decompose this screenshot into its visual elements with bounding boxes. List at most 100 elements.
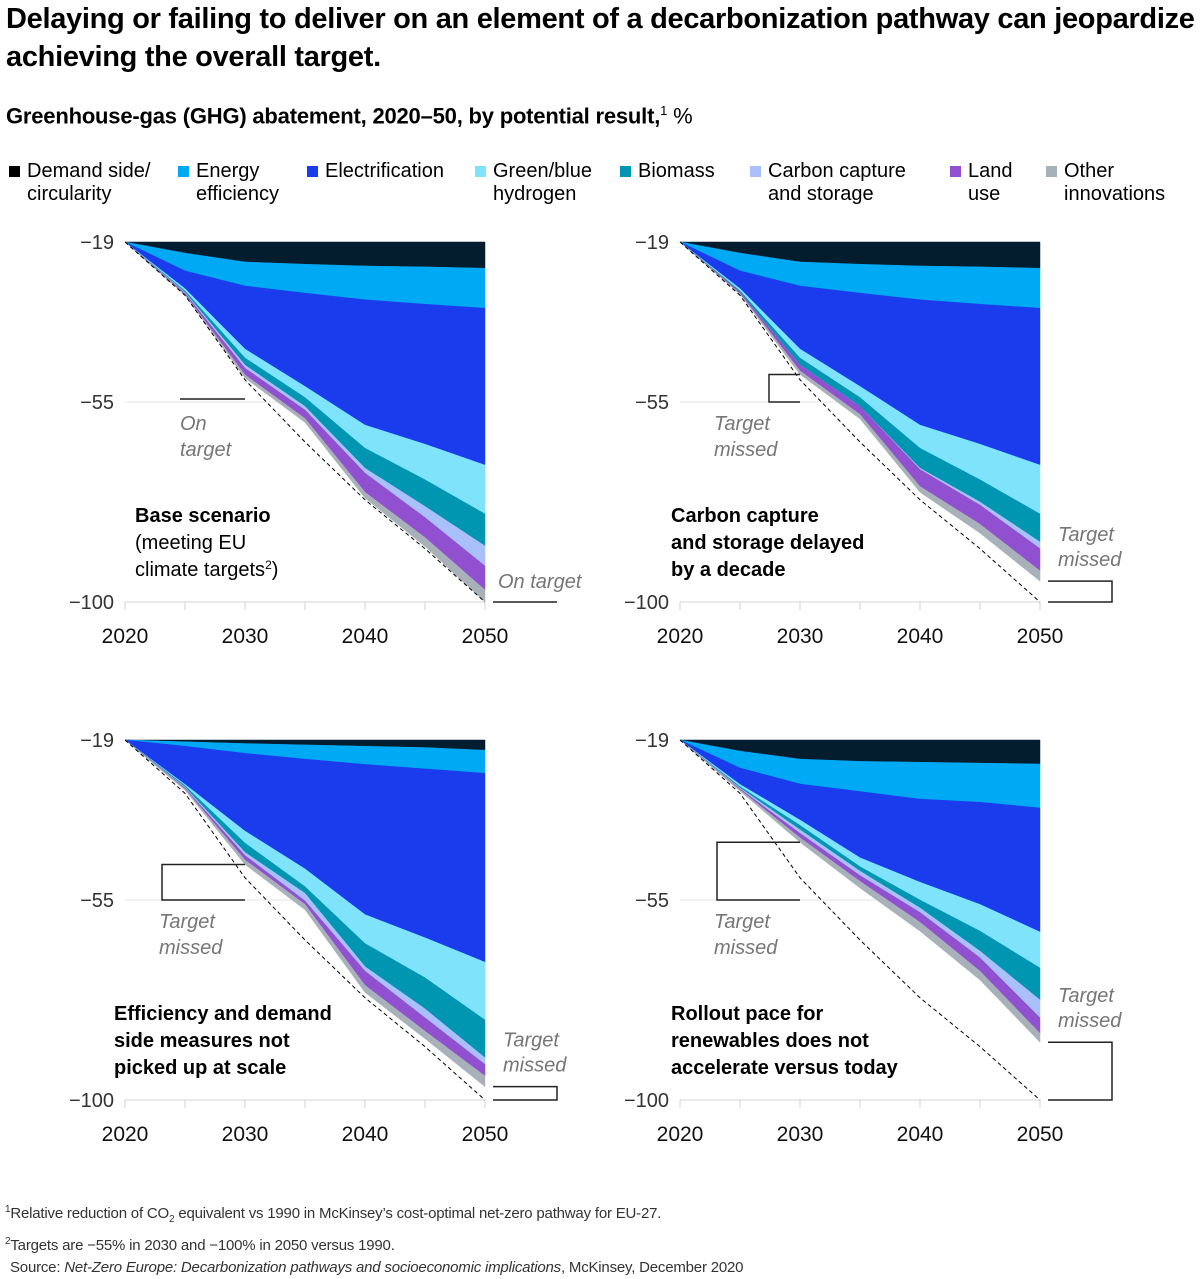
footnotes: 1Relative reduction of CO2 equivalent vs…	[5, 1199, 743, 1279]
scenario-title: renewables does not	[671, 1030, 869, 1052]
chart-base-scenario: −19 −55 −100 2020 2030 2040 2050 On target On tar…	[69, 232, 583, 648]
y-tick-label: −55	[80, 392, 114, 414]
y-tick-label: −19	[635, 232, 669, 254]
chart-subtitle: Greenhouse-gas (GHG) abatement, 2020–50,…	[6, 103, 693, 129]
gap-bracket-2030	[161, 863, 245, 901]
panel-renewables-rollout: −19 −55 −100 2020 2030 2040 2050 Target missed Ta…	[555, 718, 1122, 1158]
gap-bracket-2030	[768, 373, 800, 403]
scenario-title: accelerate versus today	[671, 1057, 899, 1079]
annotation-2030: missed	[714, 439, 778, 461]
area-other-innovations	[679, 739, 1041, 1043]
annotation-2030: Target	[159, 911, 216, 933]
y-tick-label: −100	[69, 592, 114, 614]
gap-bracket-2030	[716, 841, 800, 901]
legend-swatch-hydrogen	[475, 166, 486, 177]
scenario-title: Rollout pace for	[671, 1003, 823, 1025]
x-tick-label: 2030	[777, 625, 824, 648]
legend-label: Electrification	[325, 160, 444, 182]
legend-item-ccs: Carbon capture and storage	[750, 160, 906, 206]
scenario-note: climate targets2)	[135, 558, 278, 581]
subtitle-footnote-ref: 1	[660, 103, 668, 118]
x-tick-label: 2030	[222, 1123, 269, 1146]
scenario-title: picked up at scale	[114, 1057, 286, 1079]
y-tick-label: −100	[624, 1090, 669, 1112]
legend-swatch-demand-side	[9, 166, 20, 177]
legend-item-energy-efficiency: Energy efficiency	[178, 160, 279, 206]
annotation-2050: Target	[1058, 985, 1115, 1007]
legend-label: Demand side/ circularity	[27, 160, 151, 205]
area-other-innovations	[124, 739, 486, 1088]
source-title: Net-Zero Europe: Decarbonization pathway…	[64, 1259, 561, 1276]
y-tick-label: −19	[80, 232, 114, 254]
gap-bracket-2050	[1048, 580, 1113, 603]
annotation-2050: missed	[503, 1055, 567, 1077]
legend-swatch-land-use	[950, 166, 961, 177]
x-tick-label: 2050	[462, 1123, 509, 1146]
annotation-2050: missed	[1058, 1010, 1122, 1032]
legend-swatch-biomass	[620, 166, 631, 177]
scenario-note: (meeting EU	[135, 532, 246, 554]
gap-bracket-2050	[1048, 1041, 1113, 1101]
annotation-2030: Target	[714, 911, 771, 933]
y-tick-label: −100	[69, 1090, 114, 1112]
source-line: Source: Net-Zero Europe: Decarbonization…	[5, 1257, 743, 1279]
scenario-title: Base scenario	[135, 505, 271, 527]
legend-label: Green/blue hydrogen	[493, 160, 592, 205]
legend-item-other: Other innovations	[1046, 160, 1165, 206]
y-tick-label: −19	[80, 730, 114, 752]
legend-item-biomass: Biomass	[620, 160, 715, 183]
legend-label: Other innovations	[1064, 160, 1166, 205]
legend-swatch-electrification	[307, 166, 318, 177]
annotation-2050: Target	[1058, 524, 1115, 546]
annotation-2030: On	[180, 413, 207, 435]
target-pathway-line	[679, 739, 1041, 1101]
footnote-2-text: Targets are −55% in 2030 and −100% in 20…	[10, 1237, 395, 1254]
x-tick-label: 2030	[777, 1123, 824, 1146]
y-tick-label: −19	[635, 730, 669, 752]
annotation-2030: target	[180, 439, 233, 461]
x-tick-label: 2020	[657, 1123, 704, 1146]
footnote-1-text-b: equivalent vs 1990 in McKinsey’s cost-op…	[174, 1205, 662, 1222]
legend: Demand side/ circularity Energy efficien…	[0, 160, 1200, 210]
footnote-1-sub: 2	[169, 1214, 175, 1225]
x-tick-label: 2020	[657, 625, 704, 648]
target-pathway-line	[124, 241, 486, 603]
legend-swatch-other	[1046, 166, 1057, 177]
y-tick-label: −55	[80, 890, 114, 912]
chart-renewables-rollout: −19 −55 −100 2020 2030 2040 2050 Target missed Ta…	[624, 730, 1122, 1146]
y-tick-label: −55	[635, 890, 669, 912]
target-pathway-line	[679, 241, 1041, 603]
x-tick-label: 2050	[1017, 1123, 1064, 1146]
scenario-title: Efficiency and demand	[114, 1003, 332, 1025]
legend-label: Land use	[968, 160, 1013, 205]
footnote-1-ref: 1	[5, 1204, 11, 1215]
panel-efficiency-demand: −19 −55 −100 2020 2030 2040 2050 Target missed Ta…	[0, 718, 567, 1158]
x-tick-label: 2050	[462, 625, 509, 648]
panel-base-scenario: −19 −55 −100 2020 2030 2040 2050 On target On tar…	[0, 220, 583, 660]
scenario-title: side measures not	[114, 1030, 290, 1052]
target-pathway-line	[124, 739, 486, 1101]
footnote-1-text-a: Relative reduction of CO	[10, 1205, 169, 1222]
y-tick-label: −55	[635, 392, 669, 414]
chart-ccs-delayed: −19 −55 −100 2020 2030 2040 2050 Target missed Ta…	[624, 232, 1122, 648]
area-other-innovations	[124, 241, 486, 603]
scenario-title: by a decade	[671, 559, 786, 581]
subtitle-text: Greenhouse-gas (GHG) abatement, 2020–50,…	[6, 103, 661, 129]
x-tick-label: 2040	[897, 1123, 944, 1146]
panel-ccs-delayed: −19 −55 −100 2020 2030 2040 2050 Target missed Ta…	[555, 220, 1122, 660]
y-tick-label: −100	[624, 592, 669, 614]
legend-item-land-use: Land use	[950, 160, 1013, 206]
subtitle-unit: %	[673, 103, 693, 129]
annotation-2050: Target	[503, 1030, 560, 1052]
legend-label: Energy efficiency	[196, 160, 280, 205]
chart-title: Delaying or failing to deliver on an ele…	[6, 3, 1195, 73]
area-other-innovations	[679, 241, 1041, 582]
legend-item-electrification: Electrification	[307, 160, 444, 183]
scenario-title: Carbon capture	[671, 505, 819, 527]
source-label: Source:	[10, 1259, 65, 1276]
annotation-2050: missed	[1058, 549, 1122, 571]
legend-label: Carbon capture and storage	[768, 160, 906, 205]
footnote-2: 2Targets are −55% in 2030 and −100% in 2…	[5, 1231, 743, 1257]
x-tick-label: 2040	[897, 625, 944, 648]
x-tick-label: 2050	[1017, 625, 1064, 648]
